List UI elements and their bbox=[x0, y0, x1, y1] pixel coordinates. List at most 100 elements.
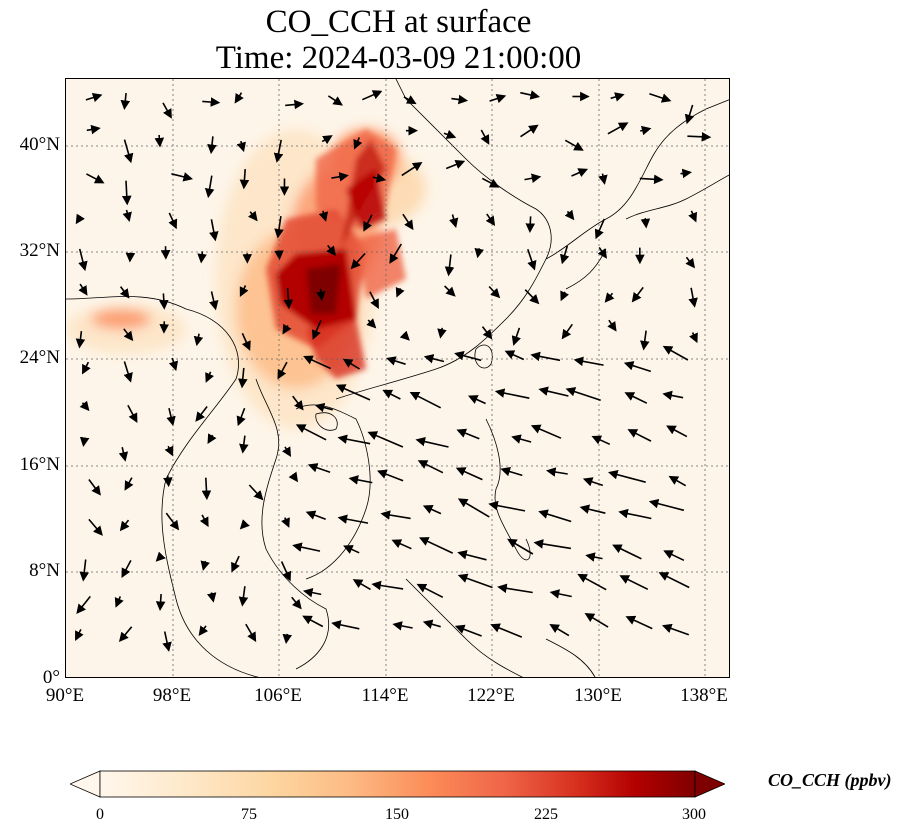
lon-tick-label: 130°E bbox=[574, 685, 622, 706]
wind-arrow bbox=[193, 333, 204, 347]
map-plot-area bbox=[65, 78, 730, 678]
wind-arrow bbox=[608, 470, 646, 483]
wind-arrow bbox=[579, 504, 606, 514]
wind-arrow bbox=[285, 99, 304, 110]
wind-arrow bbox=[292, 395, 304, 411]
colorbar-tick-label: 75 bbox=[241, 806, 257, 823]
wind-arrow bbox=[485, 213, 496, 227]
wind-arrow bbox=[234, 92, 244, 104]
wind-arrow bbox=[165, 512, 180, 531]
wind-arrow bbox=[457, 573, 493, 589]
wind-arrow bbox=[582, 477, 604, 487]
wind-arrow bbox=[281, 517, 290, 528]
wind-arrow bbox=[422, 505, 442, 515]
wind-arrow bbox=[520, 124, 539, 138]
wind-arrow bbox=[207, 136, 217, 155]
wind-arrow bbox=[524, 289, 540, 305]
wind-arrow bbox=[124, 477, 134, 491]
wind-arrow bbox=[295, 424, 327, 441]
wind-arrow bbox=[168, 357, 179, 372]
wind-arrow bbox=[612, 544, 642, 560]
lat-tick-label: 8°N bbox=[29, 560, 60, 581]
wind-arrow bbox=[444, 285, 456, 297]
wind-arrow bbox=[481, 177, 500, 188]
colorbar bbox=[68, 770, 727, 798]
wind-arrow bbox=[282, 446, 292, 458]
wind-arrow bbox=[607, 122, 629, 135]
wind-arrow bbox=[327, 95, 343, 106]
coastlines bbox=[66, 79, 729, 677]
wind-arrow bbox=[274, 215, 284, 239]
wind-arrow bbox=[202, 97, 221, 107]
wind-arrow bbox=[236, 140, 246, 153]
wind-arrow bbox=[497, 583, 533, 594]
wind-arrow bbox=[239, 519, 250, 530]
wind-arrow bbox=[123, 139, 134, 164]
wind-arrow bbox=[597, 246, 608, 259]
wind-arrow bbox=[337, 514, 369, 524]
wind-arrow bbox=[166, 408, 176, 427]
wind-arrow bbox=[480, 129, 490, 145]
lat-tick-label: 0° bbox=[42, 667, 60, 688]
wind-arrow bbox=[481, 326, 493, 340]
wind-arrow bbox=[685, 256, 696, 269]
wind-arrow bbox=[507, 538, 534, 555]
wind-arrow bbox=[419, 537, 454, 554]
wind-arrow bbox=[209, 291, 219, 311]
wind-arrow bbox=[155, 594, 166, 611]
colorbar-tick-label: 225 bbox=[534, 806, 558, 823]
lon-tick-label: 114°E bbox=[361, 685, 409, 706]
wind-arrow bbox=[119, 519, 130, 532]
wind-arrow bbox=[661, 623, 690, 636]
wind-arrow bbox=[627, 429, 652, 442]
wind-arrow bbox=[591, 435, 611, 446]
wind-arrow bbox=[623, 361, 652, 373]
wind-arrow bbox=[75, 331, 86, 349]
wind-arrow bbox=[401, 161, 423, 177]
wind-arrow bbox=[206, 592, 217, 603]
wind-arrow bbox=[389, 243, 402, 264]
wind-arrow bbox=[666, 425, 688, 438]
wind-arrow bbox=[538, 386, 569, 397]
wind-arrow bbox=[277, 361, 288, 380]
wind-arrow bbox=[565, 387, 601, 402]
wind-arrow bbox=[231, 555, 240, 573]
wind-arrow bbox=[386, 356, 406, 366]
wind-arrow bbox=[584, 612, 609, 628]
wind-arrow bbox=[494, 388, 530, 399]
wind-arrow bbox=[335, 384, 371, 401]
wind-arrow bbox=[79, 436, 90, 447]
wind-arrow bbox=[624, 392, 648, 404]
wind-arrow bbox=[78, 248, 88, 272]
wind-arrow bbox=[564, 139, 584, 151]
wind-arrow bbox=[391, 539, 412, 550]
wind-arrow bbox=[662, 345, 689, 361]
wind-arrow bbox=[457, 550, 487, 561]
wind-arrow bbox=[640, 125, 652, 136]
wind-arrow bbox=[560, 290, 570, 302]
wind-arrow bbox=[533, 539, 572, 550]
wind-arrow bbox=[352, 579, 371, 591]
wind-arrow bbox=[619, 575, 649, 591]
wind-arrow bbox=[337, 434, 371, 445]
wind-arrow bbox=[527, 248, 537, 271]
wind-arrow bbox=[520, 90, 541, 100]
wind-vectors bbox=[75, 90, 712, 652]
colorbar-tick-label: 150 bbox=[385, 806, 409, 823]
wind-arrow bbox=[201, 477, 212, 501]
co-concentration-field bbox=[66, 129, 426, 429]
wind-arrow bbox=[530, 351, 561, 362]
wind-arrow bbox=[155, 551, 166, 562]
wind-arrow bbox=[530, 424, 562, 439]
wind-arrow bbox=[236, 407, 246, 427]
wind-arrow bbox=[82, 361, 91, 375]
wind-arrow bbox=[456, 428, 480, 440]
wind-arrow bbox=[422, 619, 441, 629]
wind-arrow bbox=[640, 218, 651, 229]
wind-arrow bbox=[490, 623, 523, 638]
wind-arrow bbox=[631, 286, 644, 303]
wind-arrow bbox=[437, 327, 447, 339]
wind-arrow bbox=[561, 323, 573, 340]
wind-arrow bbox=[662, 390, 684, 401]
wind-arrow bbox=[79, 400, 90, 412]
